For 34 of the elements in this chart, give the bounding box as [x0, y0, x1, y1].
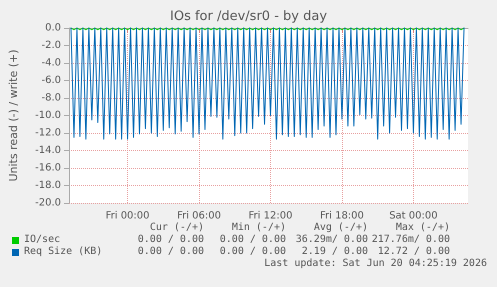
y-tick-label: -12.0: [35, 128, 61, 138]
y-tick-label: 0.0: [45, 22, 61, 34]
y-axis-title: Units read (-) / write (+): [7, 49, 20, 182]
y-tick-label: -4.0: [41, 58, 61, 68]
text: Cur (-/+): [148, 222, 204, 234]
legend-label: IO/sec: [23, 234, 62, 246]
y-tick-label: -2.0: [41, 40, 61, 51]
text: 2.19 / 0.00: [300, 246, 368, 258]
text: Min (-/+): [230, 222, 286, 234]
text: Avg (-/+): [312, 222, 368, 234]
line-series: [70, 28, 465, 140]
text: 0.00 / 0.00: [218, 246, 286, 258]
legend-label: Req Size (KB): [23, 246, 104, 258]
x-tick-label: Fri 06:00: [177, 210, 221, 222]
y-tick-label: -6.0: [41, 75, 61, 86]
x-tick-label: Fri 12:00: [248, 210, 292, 222]
y-tick-label: -8.0: [41, 92, 61, 104]
text: 0.00 / 0.00: [136, 234, 204, 246]
text: 217.76m/ 0.00: [370, 234, 450, 246]
chart-title: IOs for /dev/sr0 - by day: [170, 9, 328, 24]
text: 0.00 / 0.00: [218, 234, 286, 246]
text: 12.72 / 0.00: [376, 246, 450, 258]
y-tick-label: -18.0: [35, 180, 61, 191]
text: Max (-/+): [394, 222, 450, 234]
y-tick-label: -10.0: [35, 110, 61, 121]
y-tick-label: -14.0: [35, 145, 61, 156]
text: 0.00 / 0.00: [136, 246, 204, 258]
x-tick-label: Fri 18:00: [320, 210, 364, 222]
y-tick-label: -20.0: [35, 198, 61, 208]
text: Last update: Sat Jun 20 04:25:19 2026: [264, 258, 487, 269]
text: 36.29m/ 0.00: [294, 234, 368, 246]
x-tick-label: Fri 00:00: [106, 210, 150, 222]
y-tick-label: -16.0: [35, 162, 61, 174]
x-tick-label: Sat 00:00: [389, 210, 438, 222]
